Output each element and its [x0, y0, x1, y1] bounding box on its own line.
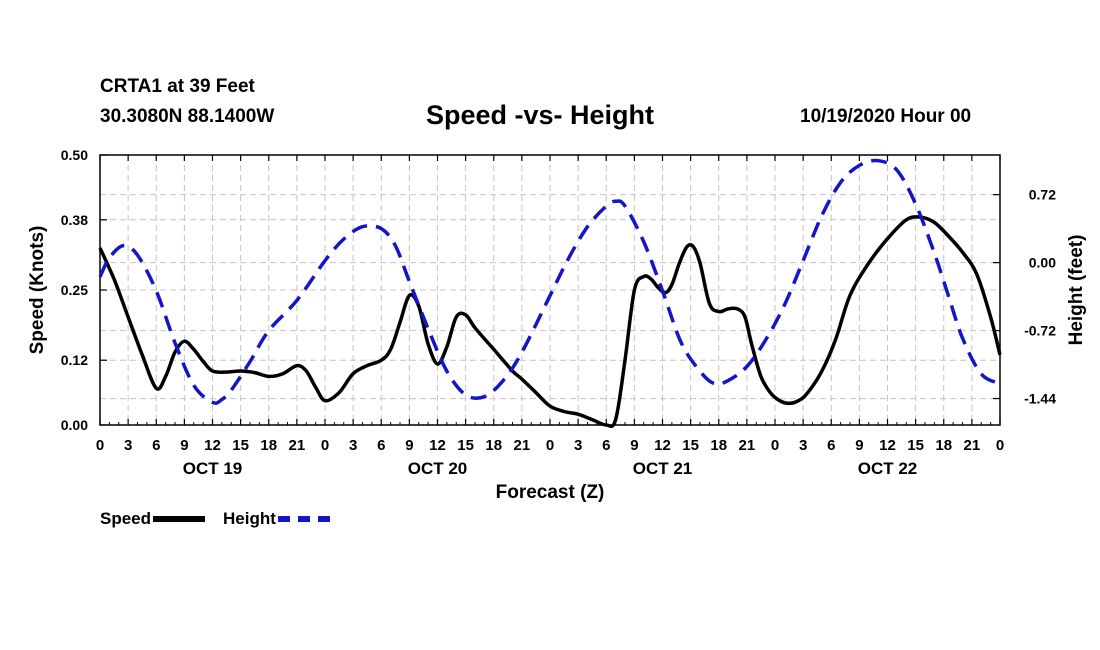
x-tick-label: 18 [260, 437, 277, 454]
forecast-timestamp: 10/19/2020 Hour 00 [800, 106, 972, 127]
x-tick-label: 9 [630, 437, 638, 454]
y2-tick-label: 0.00 [1029, 255, 1056, 271]
legend-speed-swatch [153, 515, 206, 522]
x-tick-label: 12 [654, 437, 671, 454]
y2-tick-label: -0.72 [1024, 323, 1056, 339]
y2-tick-label: 0.72 [1029, 187, 1056, 203]
x-tick-label: 12 [204, 437, 221, 454]
x-tick-label: 21 [289, 437, 306, 454]
x-tick-label: 9 [405, 437, 413, 454]
legend: Speed Height [100, 508, 348, 530]
y2-axis-title: Height (feet) [1066, 235, 1087, 346]
x-tick-label: 9 [180, 437, 188, 454]
x-tick-label: 15 [232, 437, 249, 454]
legend-height-label: Height [223, 508, 276, 528]
y-tick-label: 0.00 [61, 417, 88, 433]
x-tick-label: 6 [152, 437, 160, 454]
day-label: OCT 19 [183, 459, 243, 478]
legend-speed-label: Speed [100, 508, 152, 528]
x-tick-label: 0 [321, 437, 329, 454]
x-tick-label: 21 [514, 437, 531, 454]
x-tick-label: 3 [799, 437, 807, 454]
x-tick-label: 12 [429, 437, 446, 454]
y-tick-label: 0.50 [61, 147, 88, 163]
chart-title: Speed -vs- Height [426, 100, 655, 130]
height-series-line [98, 158, 1001, 405]
x-tick-label: 0 [96, 437, 104, 454]
y-tick-label: 0.12 [61, 352, 88, 368]
x-tick-label: 12 [879, 437, 896, 454]
x-tick-label: 0 [771, 437, 779, 454]
x-tick-label: 6 [377, 437, 385, 454]
x-tick-label: 6 [827, 437, 835, 454]
x-tick-label: 18 [710, 437, 727, 454]
legend-height-swatch [277, 515, 330, 522]
x-tick-label: 15 [457, 437, 474, 454]
coordinates-label: 30.3080N 88.1400W [100, 106, 275, 127]
station-label: CRTA1 at 39 Feet [100, 76, 255, 97]
y-tick-label: 0.38 [61, 212, 88, 228]
x-tick-label: 18 [485, 437, 502, 454]
x-tick-label: 0 [546, 437, 554, 454]
day-label: OCT 21 [633, 459, 693, 478]
x-tick-label: 3 [574, 437, 582, 454]
x-axis-title: Forecast (Z) [495, 482, 605, 503]
x-tick-label: 15 [907, 437, 924, 454]
x-tick-label: 18 [935, 437, 952, 454]
x-tick-label: 21 [964, 437, 981, 454]
y-axis-title: Speed (Knots) [27, 226, 48, 355]
x-tick-label: 6 [602, 437, 610, 454]
x-tick-label: 15 [682, 437, 699, 454]
y2-tick-label: -1.44 [1024, 391, 1056, 407]
x-tick-label: 3 [124, 437, 132, 454]
speed-series-line [98, 215, 1002, 429]
day-label: OCT 22 [858, 459, 918, 478]
x-tick-label: 21 [739, 437, 756, 454]
y-tick-label: 0.25 [61, 282, 88, 298]
day-label: OCT 20 [408, 459, 468, 478]
x-tick-label: 9 [855, 437, 863, 454]
x-tick-label: 0 [996, 437, 1004, 454]
x-tick-label: 3 [349, 437, 357, 454]
